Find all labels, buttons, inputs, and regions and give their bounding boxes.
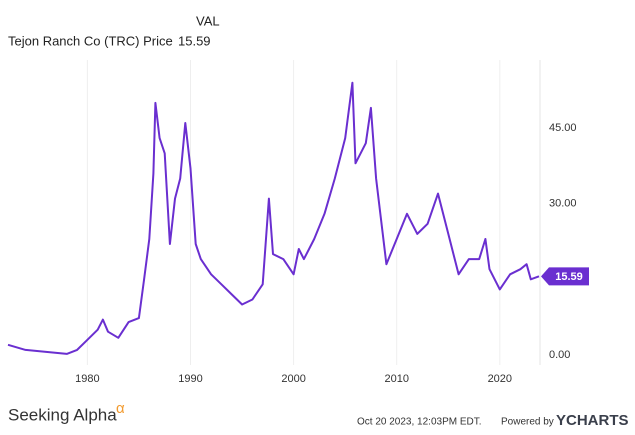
powered-by: Powered by	[501, 417, 554, 428]
legend-entry: Tejon Ranch Co (TRC) Price	[8, 33, 173, 48]
x-tick-label: 1990	[178, 373, 202, 385]
y-tick-label: 0.00	[549, 349, 570, 361]
x-tick-label: 2020	[488, 373, 512, 385]
price-line	[7, 81, 540, 355]
x-tick-label: 2000	[281, 373, 305, 385]
legend-value: 15.59	[178, 33, 211, 48]
y-tick-label: 45.00	[549, 122, 577, 134]
source-logo: Seeking Alpha	[8, 405, 117, 424]
source-logo-mark: α	[116, 400, 125, 417]
y-tick-label: 30.00	[549, 198, 577, 210]
legend-header: VAL	[196, 13, 220, 28]
brand: YCHARTS	[556, 412, 629, 429]
x-tick-label: 2010	[384, 373, 408, 385]
timestamp: Oct 20 2023, 12:03PM EDT.	[357, 417, 482, 428]
last-value-badge	[541, 267, 589, 286]
x-tick-label: 1980	[75, 373, 99, 385]
last-value-label: 15.59	[555, 271, 583, 283]
